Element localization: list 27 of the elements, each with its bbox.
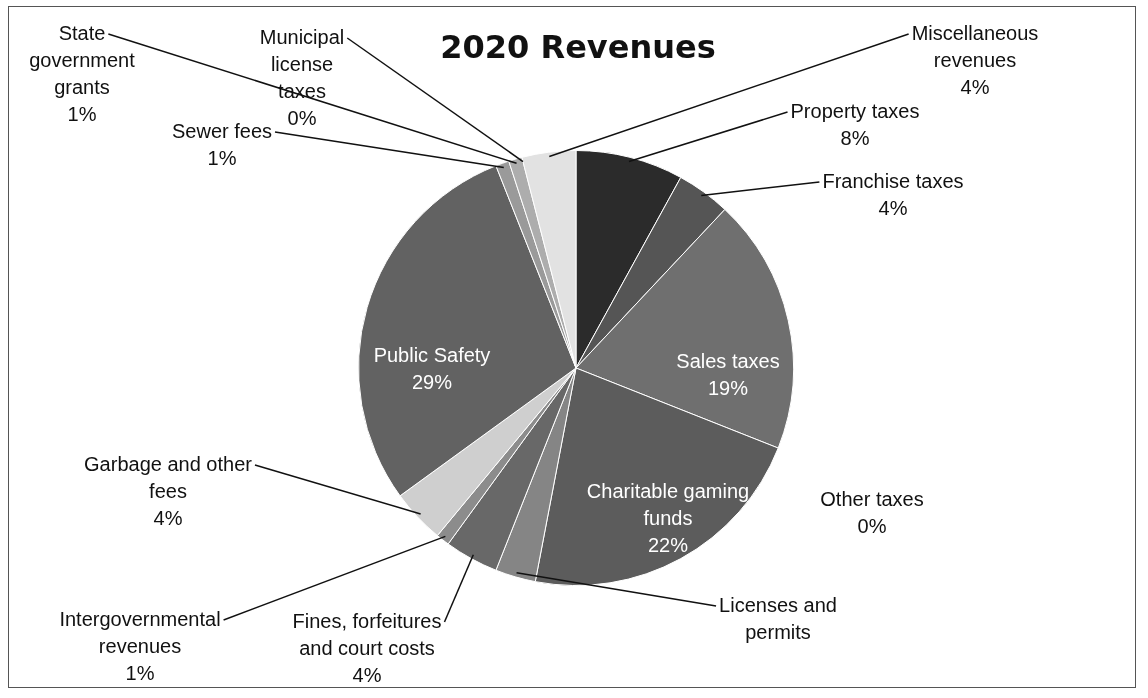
data-label: 4% <box>878 196 908 219</box>
category-label: Other taxes <box>820 487 924 510</box>
data-label: 4% <box>153 506 183 529</box>
slice-label: State government grants <box>29 21 136 98</box>
slice-label: Franchise taxes <box>822 169 964 192</box>
data-label: 1% <box>207 146 237 169</box>
data-label: 4% <box>352 663 382 686</box>
slice-label: Intergovernmental revenues <box>59 607 221 657</box>
data-label: 22% <box>647 533 689 556</box>
data-label: 8% <box>840 126 870 149</box>
slice-label: Licenses and permits <box>719 593 837 643</box>
slice-label: Property taxes <box>790 99 920 122</box>
slice-label: Sales taxes <box>676 349 780 372</box>
data-label: 29% <box>411 370 453 393</box>
data-label: 1% <box>67 102 97 125</box>
slice-label: Sewer fees <box>171 119 273 142</box>
chart-title: 2020 Revenues <box>440 28 716 67</box>
data-label: 4% <box>960 75 990 98</box>
slice-label: Public Safety <box>373 343 491 366</box>
data-label: 19% <box>707 376 749 399</box>
slice-label: Charitable gaming funds <box>586 479 750 529</box>
text: 0% <box>287 106 317 129</box>
data-label: 1% <box>125 661 155 684</box>
slice-label: Fines, forfeitures and court costs <box>292 609 442 659</box>
text: 0% <box>857 514 887 537</box>
slice-label: Miscellaneous revenues <box>911 21 1039 71</box>
slice-label: Garbage and other fees <box>84 452 253 502</box>
